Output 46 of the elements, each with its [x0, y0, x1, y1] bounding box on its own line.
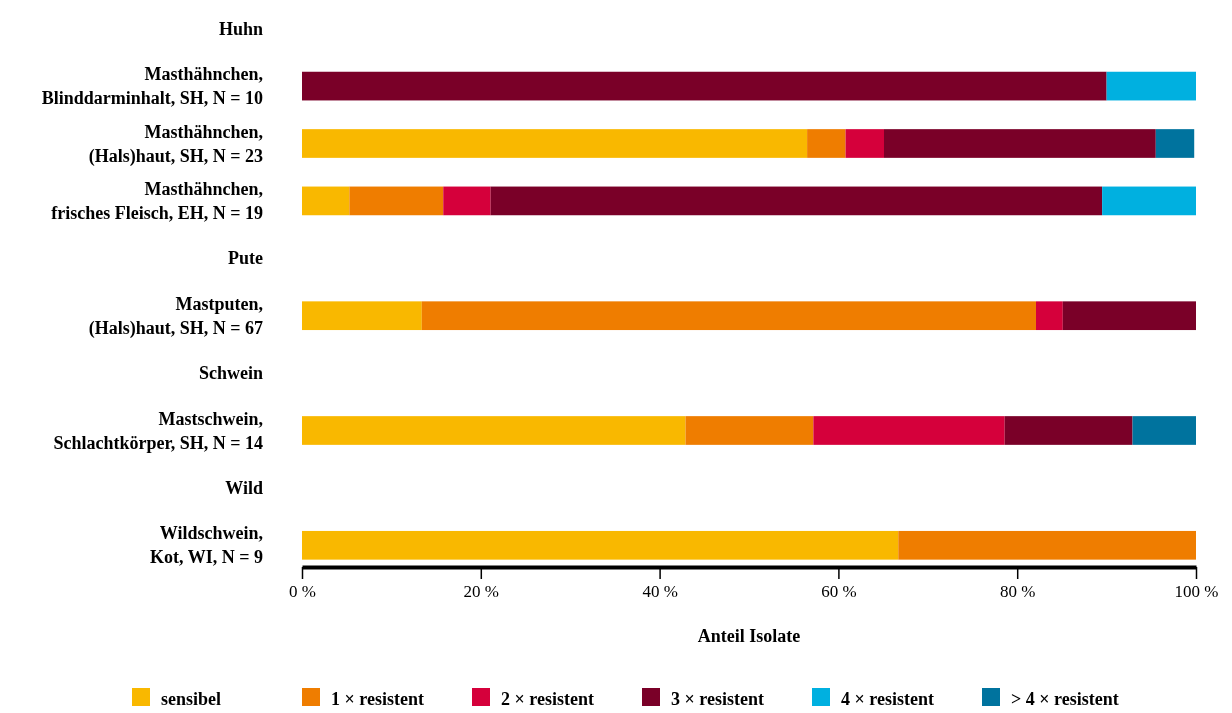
- bar: [1102, 186, 1196, 216]
- bar: [302, 71, 1107, 101]
- legend-label: 1 × resistent: [331, 689, 424, 709]
- y-tick-label: Wild: [225, 477, 263, 498]
- bar: [302, 301, 422, 331]
- x-axis-title: Anteil Isolate: [697, 626, 801, 646]
- bar: [1106, 71, 1196, 101]
- y-tick-label: Masthähnchen, Blinddarminhalt, SH, N = 10: [41, 64, 263, 109]
- legend-label: sensibel: [161, 689, 222, 709]
- bar: [813, 416, 1005, 445]
- bar: [898, 530, 1196, 560]
- y-tick-label: Pute: [228, 248, 263, 269]
- x-tick-label: 40 %: [642, 582, 678, 602]
- bar: [883, 129, 1156, 158]
- bar: [421, 301, 1036, 331]
- legend-label: 3 × resistent: [671, 689, 764, 709]
- legend-label: 2 × resistent: [501, 689, 594, 709]
- bar: [302, 530, 899, 560]
- bar: [1132, 416, 1196, 445]
- y-tick-label: Wildschwein, Kot, WI, N = 9: [150, 523, 263, 568]
- x-tick-label: 20 %: [463, 582, 500, 602]
- y-tick-label: Masthähnchen, (Hals)haut, SH, N = 23: [88, 121, 263, 167]
- legend-label: > 4 × resistent: [1011, 689, 1119, 709]
- bar: [807, 129, 846, 158]
- bar: [349, 186, 444, 216]
- bar: [1035, 301, 1063, 331]
- x-tick-label: 100 %: [1174, 582, 1219, 602]
- bar: [685, 416, 814, 445]
- y-tick-label: Mastschwein, Schlachtkörper, SH, N = 14: [53, 408, 263, 453]
- bar: [443, 186, 491, 216]
- x-tick-label: 80 %: [999, 582, 1036, 602]
- y-tick-label: Huhn: [218, 18, 263, 39]
- bar: [302, 416, 686, 445]
- bar: [845, 129, 884, 158]
- bar: [302, 186, 350, 216]
- bar: [490, 186, 1103, 216]
- bar: [302, 129, 808, 158]
- bar: [1062, 301, 1196, 331]
- x-tick-label: 0 %: [289, 582, 316, 602]
- y-tick-label: Schwein: [198, 363, 263, 384]
- x-tick-label: 60 %: [821, 582, 857, 602]
- y-tick-label: Masthähnchen, frisches Fleisch, EH, N = 19: [51, 178, 263, 223]
- bar: [1155, 129, 1195, 158]
- legend-label: 4 × resistent: [841, 689, 934, 709]
- y-tick-label: Mastputen, (Hals)haut, SH, N = 67: [88, 293, 263, 339]
- bar: [1004, 416, 1133, 445]
